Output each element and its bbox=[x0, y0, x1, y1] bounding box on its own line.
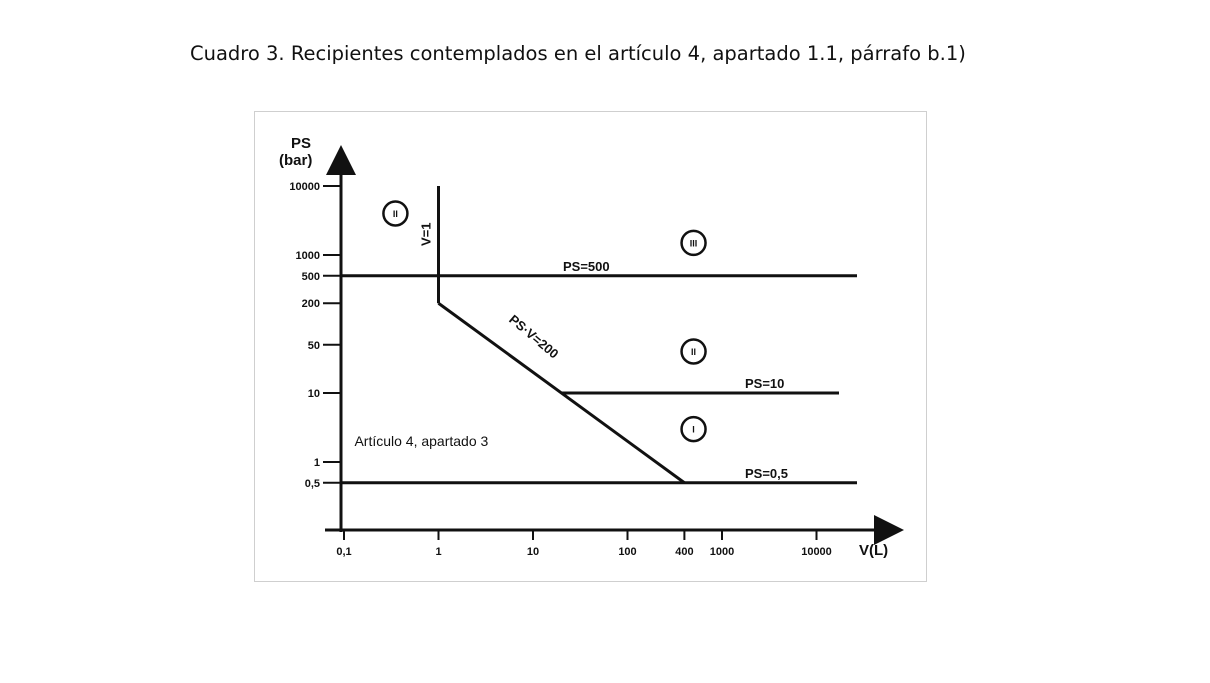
category-label: I bbox=[692, 425, 695, 435]
series-line-label: PS=0,5 bbox=[745, 466, 788, 481]
y-axis-title-line1: PS bbox=[291, 135, 311, 152]
y-ticks: 0,5 1 10 50 200 500 1000 10000 bbox=[289, 181, 341, 490]
x-tick-label: 10 bbox=[527, 546, 539, 558]
category-circle bbox=[680, 415, 707, 443]
x-tick-label: 1 bbox=[435, 546, 441, 558]
y-tick-label: 10000 bbox=[289, 181, 320, 193]
x-tick-label: 10000 bbox=[801, 546, 832, 558]
category-circle bbox=[680, 338, 707, 365]
category-label: II bbox=[393, 209, 398, 219]
figure-caption: Cuadro 3. Recipientes contemplados en el… bbox=[190, 42, 966, 65]
region-annotation: Artículo 4, apartado 3 bbox=[354, 433, 488, 449]
x-tick-label: 0,1 bbox=[336, 546, 351, 558]
category-circle bbox=[680, 229, 707, 257]
series-line-label: PS=10 bbox=[745, 376, 784, 391]
y-tick-label: 0,5 bbox=[305, 478, 320, 490]
series-line-label: V=1 bbox=[419, 222, 434, 246]
chart-frame: PS (bar) V(L) 0,1 1 10 100 400 1000 10000 0,5 1… bbox=[254, 111, 927, 582]
series-line-label: PS=500 bbox=[563, 259, 610, 274]
y-axis-title-line2: (bar) bbox=[279, 152, 312, 169]
series-line-label: PS·V=200 bbox=[506, 312, 561, 362]
category-label: II bbox=[691, 347, 696, 357]
y-tick-label: 200 bbox=[302, 298, 320, 310]
x-ticks: 0,1 1 10 100 400 1000 10000 bbox=[336, 530, 832, 558]
y-tick-label: 1000 bbox=[296, 250, 320, 262]
x-tick-label: 100 bbox=[618, 546, 636, 558]
x-tick-label: 1000 bbox=[710, 546, 734, 558]
y-tick-label: 50 bbox=[308, 340, 320, 352]
y-tick-label: 500 bbox=[302, 271, 320, 283]
pressure-volume-chart: PS (bar) V(L) 0,1 1 10 100 400 1000 10000 0,5 1… bbox=[279, 135, 904, 559]
x-axis-title: V(L) bbox=[859, 542, 888, 559]
x-tick-label: 400 bbox=[675, 546, 693, 558]
category-label: III bbox=[690, 238, 698, 248]
category-circle bbox=[382, 200, 409, 227]
y-tick-label: 1 bbox=[314, 457, 320, 469]
y-tick-label: 10 bbox=[308, 388, 320, 400]
